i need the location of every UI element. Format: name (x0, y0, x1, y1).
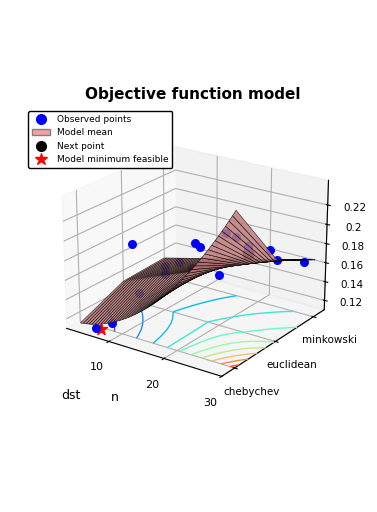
Text: dst: dst (62, 389, 81, 402)
X-axis label: n: n (111, 391, 119, 404)
Title: Objective function model: Objective function model (86, 87, 301, 101)
Legend: Observed points, Model mean, Next point, Model minimum feasible: Observed points, Model mean, Next point,… (28, 111, 172, 168)
